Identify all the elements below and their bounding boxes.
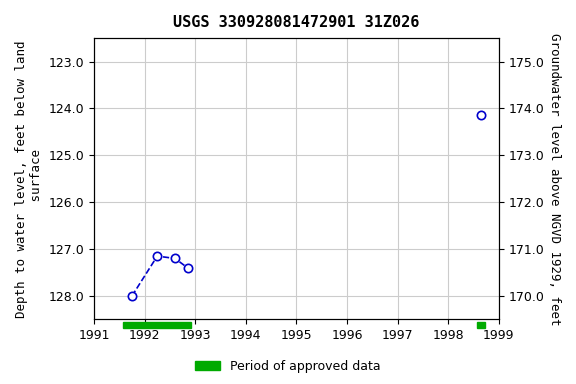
- Bar: [478, 322, 484, 328]
- Legend: Period of approved data: Period of approved data: [190, 355, 386, 378]
- Bar: [123, 322, 191, 328]
- Y-axis label: Groundwater level above NGVD 1929, feet: Groundwater level above NGVD 1929, feet: [548, 33, 561, 325]
- Y-axis label: Depth to water level, feet below land
 surface: Depth to water level, feet below land su…: [15, 40, 43, 318]
- Title: USGS 330928081472901 31Z026: USGS 330928081472901 31Z026: [173, 15, 419, 30]
